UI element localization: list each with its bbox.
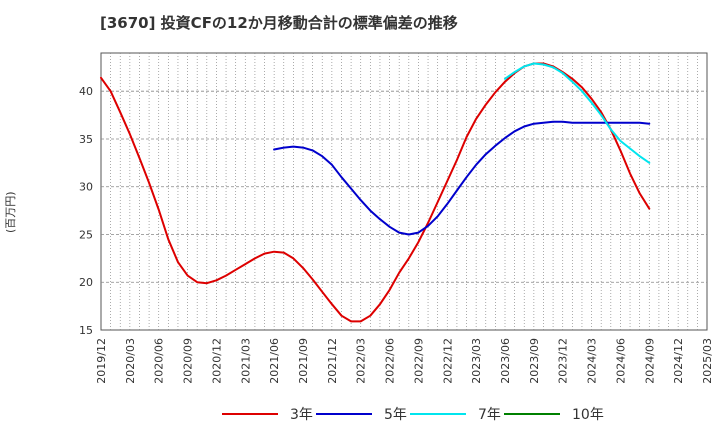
- legend-item: 5年: [316, 402, 407, 426]
- x-tick-label: 2019/12: [95, 338, 108, 384]
- y-tick-label: 35: [79, 133, 93, 146]
- series-line-5年: [273, 120, 651, 236]
- x-tick-label: 2021/03: [239, 338, 252, 384]
- x-tick-label: 2025/03: [701, 338, 714, 384]
- plot-area: [100, 52, 708, 331]
- x-tick-label: 2020/03: [124, 338, 137, 384]
- x-tick-label: 2021/12: [326, 338, 339, 384]
- x-tick-label: 2024/03: [586, 338, 599, 384]
- x-tick-label: 2023/06: [499, 338, 512, 384]
- y-tick-label: 25: [79, 228, 93, 241]
- y-tick-label: 40: [79, 85, 93, 98]
- legend-label: 10年: [572, 407, 604, 423]
- x-axis-ticks: 2019/12 2020/03 2020/06 2020/09 2020/12 2021/…: [95, 338, 714, 384]
- x-tick-label: 2024/09: [643, 338, 656, 384]
- x-tick-label: 2021/06: [268, 338, 281, 384]
- legend-item: 3年: [222, 402, 313, 426]
- series-line-7年: [504, 62, 651, 164]
- horizontal-gridlines: [101, 90, 707, 283]
- legend: 3年 5年 7年 10年: [0, 402, 720, 426]
- legend-label: 3年: [290, 407, 313, 423]
- legend-swatch: [316, 413, 372, 415]
- x-tick-label: 2024/06: [614, 338, 627, 384]
- y-tick-label: 30: [79, 181, 93, 194]
- x-tick-label: 2020/09: [182, 338, 195, 384]
- legend-label: 7年: [478, 407, 501, 423]
- x-tick-label: 2023/09: [528, 338, 541, 384]
- legend-label: 5年: [384, 407, 407, 423]
- y-axis-ticks: 15 20 25 30 35 40: [79, 85, 93, 337]
- legend-item: 7年: [410, 402, 501, 426]
- legend-item: 10年: [504, 402, 604, 426]
- x-tick-label: 2024/12: [672, 338, 685, 384]
- x-tick-label: 2022/03: [355, 338, 368, 384]
- legend-swatch: [410, 413, 466, 415]
- chart-title: [3670] 投資CFの12か月移動合計の標準偏差の推移: [100, 14, 458, 32]
- series-lines: [100, 62, 651, 323]
- x-tick-label: 2020/06: [153, 338, 166, 384]
- x-tick-label: 2023/12: [557, 338, 570, 384]
- line-chart: 15 20 25 30 35 40 2019/12 2020/03 2020/06 2020/0…: [79, 52, 714, 384]
- legend-swatch: [504, 413, 560, 415]
- x-tick-label: 2020/12: [210, 338, 223, 384]
- legend-swatch: [222, 413, 278, 415]
- y-tick-label: 20: [79, 276, 93, 289]
- x-tick-label: 2022/12: [441, 338, 454, 384]
- x-tick-label: 2023/03: [470, 338, 483, 384]
- x-tick-label: 2022/06: [384, 338, 397, 384]
- y-tick-label: 15: [79, 324, 93, 337]
- x-tick-label: 2021/09: [297, 338, 310, 384]
- x-tick-label: 2022/09: [412, 338, 425, 384]
